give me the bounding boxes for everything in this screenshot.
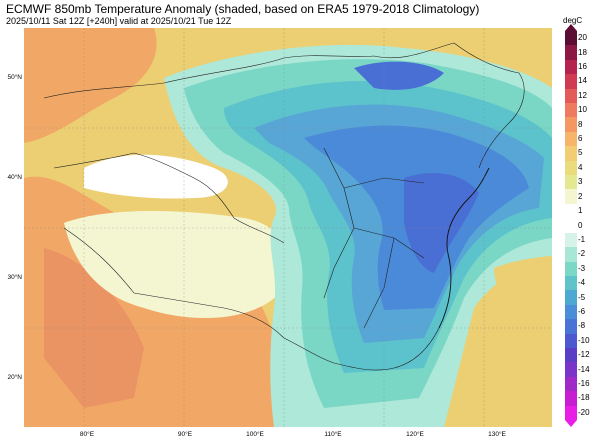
colorbar-tick-label: 8: [578, 119, 583, 129]
graticule: [24, 28, 552, 427]
colorbar-segment: [565, 160, 577, 176]
south-border: [283, 327, 440, 371]
cold-core-east: [404, 173, 479, 273]
colorbar-tick-label: 3: [578, 177, 583, 187]
colorbar-tick-label: -6: [578, 306, 586, 316]
colorbar-tick-label: -10: [578, 335, 590, 345]
colorbar-tick-label: -16: [578, 378, 590, 388]
colorbar-tick-label: -18: [578, 393, 590, 403]
colorbar-segment: [565, 376, 577, 392]
colorbar-tick-label: 2: [578, 191, 583, 201]
lat-label-50: 50°N: [7, 74, 22, 81]
colorbar-segment: [565, 146, 577, 162]
colorbar-segment: [565, 391, 577, 407]
basin-neutral-zone: [84, 154, 228, 199]
colorbar-tick-label: 12: [578, 90, 587, 100]
colorbar-segment: [565, 189, 577, 205]
colorbar-tick-label: 16: [578, 62, 587, 72]
colorbar-segment: [565, 218, 577, 234]
colorbar-tick-label: -3: [578, 263, 586, 273]
colorbar-tick-label: 20: [578, 33, 587, 43]
plateau-neutral-zone: [64, 211, 290, 318]
colorbar-segment: [565, 45, 577, 61]
colorbar-segment: [565, 175, 577, 190]
colorbar-segment: [565, 203, 577, 219]
colorbar-tick-label: 1: [578, 206, 583, 216]
anomaly-map: [24, 28, 552, 427]
lon-label-110: 110°E: [324, 431, 342, 438]
colorbar-tick-label: -2: [578, 249, 586, 259]
colorbar-segment: [565, 247, 577, 263]
colorbar-unit: degC: [563, 16, 583, 25]
colorbar-segment: [565, 88, 577, 104]
lon-label-100: 100°E: [246, 431, 264, 438]
colorbar-tick-label: 0: [578, 220, 583, 230]
himalaya-border: [63, 227, 285, 339]
colorbar-tick-label: -8: [578, 321, 586, 331]
colorbar-min-arrow: [565, 420, 577, 427]
east-coastline: [438, 167, 490, 329]
warm-region-pacific: [454, 256, 552, 427]
map-subtitle: 2025/10/11 Sat 12Z [+240h] valid at 2025…: [6, 16, 232, 26]
colorbar-tick-label: 14: [578, 76, 587, 86]
colorbar-segment: [565, 333, 577, 349]
colorbar-tick-label: 10: [578, 105, 587, 115]
colorbar-tick-label: -4: [578, 278, 586, 288]
warm-region-northwest: [24, 28, 157, 143]
cold-core-north: [354, 61, 444, 90]
lon-label-130: 130°E: [488, 431, 506, 438]
map-title: ECMWF 850mb Temperature Anomaly (shaded,…: [6, 2, 480, 16]
colorbar-tick-label: 5: [578, 148, 583, 158]
lat-label-40: 40°N: [7, 174, 22, 181]
colorbar-tick-label: -20: [578, 407, 590, 417]
colorbar-tick-label: 6: [578, 134, 583, 144]
basin-border: [53, 152, 285, 244]
colorbar-segment: [565, 232, 577, 248]
colorbar-tick-label: -14: [578, 364, 590, 374]
colorbar-tick-label: 4: [578, 162, 583, 172]
northern-border: [43, 42, 525, 169]
lat-label-20: 20°N: [7, 374, 22, 381]
colorbar-tick-label: -5: [578, 292, 586, 302]
lat-label-30: 30°N: [7, 274, 22, 281]
lon-label-90: 90°E: [177, 431, 193, 438]
colorbar-segment: [565, 275, 577, 291]
colorbar-max-arrow: [565, 24, 577, 31]
anomaly-map-svg: [24, 28, 552, 427]
colorbar: [565, 31, 577, 421]
colorbar-segment: [565, 31, 577, 46]
lon-label-120: 120°E: [406, 431, 424, 438]
colorbar-tick-label: -12: [578, 350, 590, 360]
colorbar-segment: [565, 74, 577, 90]
colorbar-segment: [565, 304, 577, 320]
colorbar-segment: [565, 117, 577, 133]
colorbar-segment: [565, 347, 577, 363]
colorbar-tick-label: 18: [578, 47, 587, 57]
colorbar-segment: [565, 103, 577, 118]
colorbar-segment: [565, 362, 577, 378]
colorbar-tick-label: -1: [578, 234, 586, 244]
colorbar-segment: [565, 261, 577, 277]
colorbar-segment: [565, 319, 577, 335]
colorbar-segment: [565, 290, 577, 306]
colorbar-segment: [565, 405, 577, 421]
lon-label-80: 80°E: [79, 431, 95, 438]
colorbar-segment: [565, 131, 577, 147]
colorbar-segment: [565, 59, 577, 75]
